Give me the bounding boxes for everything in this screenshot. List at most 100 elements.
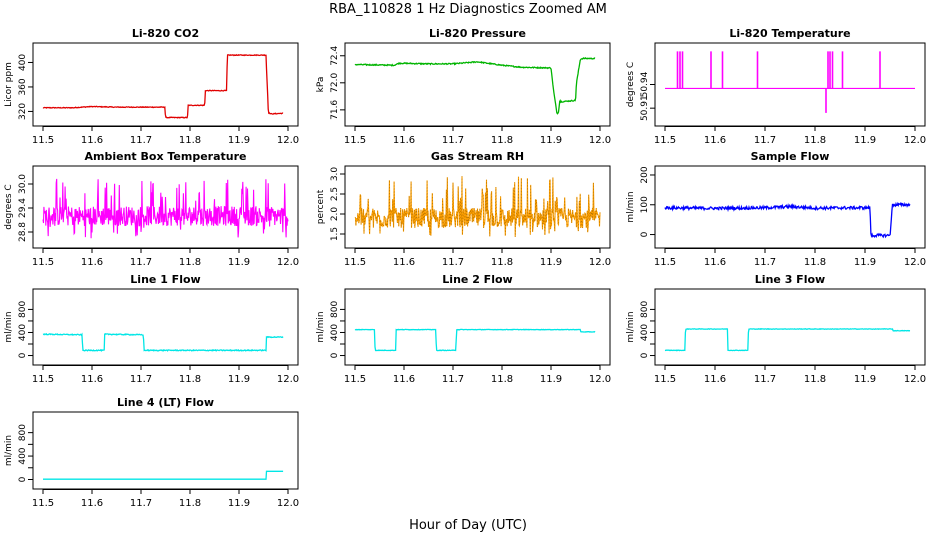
series-line [354, 328, 596, 352]
x-tick-label: 11.9 [854, 374, 876, 385]
series-line [354, 56, 596, 115]
x-tick-label: 11.6 [393, 135, 415, 146]
chart-series [42, 178, 289, 239]
chart-series [664, 327, 911, 352]
x-tick-label: 11.7 [130, 498, 152, 509]
chart-series [354, 56, 596, 115]
y-tick-label: 29.4 [18, 198, 28, 218]
chart-title: Ambient Box Temperature [85, 150, 247, 163]
chart-title: Li-820 CO2 [132, 27, 199, 40]
x-tick-label: 11.9 [228, 498, 250, 509]
series-line [42, 178, 289, 239]
y-axis-label: kPa [316, 77, 326, 93]
x-tick-label: 11.6 [393, 374, 415, 385]
x-tick-label: 11.9 [228, 257, 250, 268]
series-line [354, 176, 601, 237]
x-tick-label: 11.8 [179, 257, 201, 268]
chart-title: Line 2 Flow [442, 273, 512, 286]
y-axis-label: ml/min [4, 435, 14, 466]
y-tick-label: 28.8 [18, 222, 28, 242]
x-tick-label: 11.7 [442, 135, 464, 146]
x-tick-label: 11.5 [344, 135, 366, 146]
x-tick-label: 11.9 [540, 374, 562, 385]
chart-title: Li-820 Temperature [729, 27, 850, 40]
x-tick-label: 11.7 [130, 135, 152, 146]
x-tick-label: 11.6 [81, 257, 103, 268]
x-tick-label: 11.5 [32, 257, 54, 268]
x-tick-label: 11.5 [654, 374, 676, 385]
x-tick-label: 12.0 [277, 257, 299, 268]
x-tick-label: 11.7 [130, 374, 152, 385]
x-tick-label: 11.6 [81, 498, 103, 509]
x-tick-label: 11.8 [179, 374, 201, 385]
x-tick-label: 11.6 [704, 135, 726, 146]
y-tick-label: 72.0 [330, 73, 340, 93]
x-tick-label: 11.8 [491, 257, 513, 268]
y-axis-label: ml/min [4, 311, 14, 342]
x-tick-label: 12.0 [589, 374, 611, 385]
chart-panel: Sample Flow 11.5 11.6 11.7 11.8 11.9 12.0 0 100 2… [626, 150, 926, 268]
y-tick-label: 100 [640, 196, 650, 213]
chart-series [354, 328, 596, 352]
series-line-dots [354, 176, 601, 237]
y-axis-label: degrees C [626, 62, 636, 107]
y-tick-label: 30.0 [18, 174, 28, 194]
y-tick-label: 0 [640, 352, 650, 358]
x-tick-label: 11.5 [344, 374, 366, 385]
chart-panel: Line 3 Flow 11.5 11.6 11.7 11.8 11.9 12.0 0 400 8… [626, 273, 926, 385]
x-tick-label: 12.0 [589, 257, 611, 268]
y-tick-label: 360 [18, 78, 28, 95]
series-line [42, 332, 284, 352]
y-tick-label: 2.0 [330, 207, 340, 222]
chart-panel: Li-820 CO2 11.5 11.6 11.7 11.8 11.9 12.0 320 360… [4, 27, 299, 146]
y-tick-label: 200 [640, 166, 650, 183]
y-tick-label: 800 [18, 424, 28, 441]
chart-panel: Li-820 Temperature 11.5 11.6 11.7 11.8 11.9 12… [626, 27, 926, 146]
chart-title: Line 3 Flow [755, 273, 825, 286]
x-tick-label: 12.0 [904, 374, 926, 385]
plot-frame [344, 42, 611, 127]
x-tick-label: 11.8 [179, 135, 201, 146]
chart-series [42, 53, 284, 119]
x-tick-label: 11.8 [804, 135, 826, 146]
x-tick-label: 11.7 [442, 374, 464, 385]
x-tick-label: 11.6 [393, 257, 415, 268]
y-tick-label: 1.5 [330, 227, 340, 241]
chart-panel: Gas Stream RH 11.5 11.6 11.7 11.8 11.9 12.0 1.5… [316, 150, 611, 268]
y-tick-label: 50.91 [640, 95, 650, 121]
x-axis-label: Hour of Day (UTC) [409, 518, 527, 533]
x-tick-label: 11.6 [81, 135, 103, 146]
plot-frame [32, 288, 299, 366]
y-tick-label: 3.0 [330, 167, 340, 182]
chart-title: Line 4 (LT) Flow [117, 396, 214, 409]
x-tick-label: 11.9 [540, 135, 562, 146]
x-tick-label: 11.5 [32, 135, 54, 146]
y-tick-label: 800 [640, 301, 650, 318]
y-tick-label: 2.5 [330, 187, 340, 201]
series-line [664, 327, 911, 352]
y-axis-label: ml/min [316, 311, 326, 342]
x-tick-label: 12.0 [277, 498, 299, 509]
y-tick-label: 320 [18, 103, 28, 120]
chart-series [354, 176, 601, 237]
x-tick-label: 11.7 [754, 374, 776, 385]
y-tick-label: 71.6 [330, 100, 340, 120]
chart-title: Gas Stream RH [431, 150, 524, 163]
x-tick-label: 11.9 [854, 257, 876, 268]
x-tick-label: 11.7 [754, 257, 776, 268]
x-tick-label: 11.7 [130, 257, 152, 268]
chart-title: Line 1 Flow [130, 273, 200, 286]
series-line [43, 470, 284, 480]
x-tick-label: 11.8 [491, 374, 513, 385]
x-tick-label: 11.9 [228, 374, 250, 385]
x-tick-label: 12.0 [904, 257, 926, 268]
y-tick-label: 400 [330, 324, 340, 341]
y-tick-label: 400 [18, 54, 28, 71]
x-tick-label: 12.0 [589, 135, 611, 146]
chart-series [665, 51, 915, 113]
chart-series [42, 332, 284, 352]
y-tick-label: 0 [330, 352, 340, 358]
y-tick-label: 0 [640, 231, 650, 237]
y-tick-label: 800 [330, 301, 340, 318]
